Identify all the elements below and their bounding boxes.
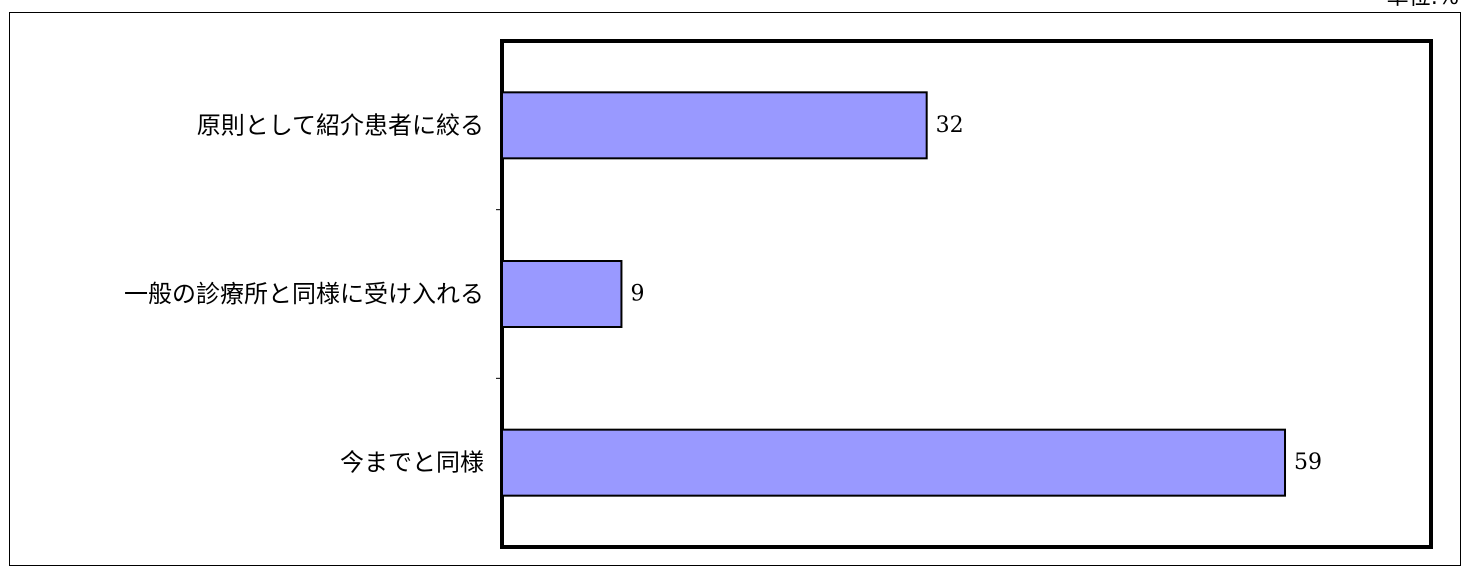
data-label: 9 [630, 282, 644, 307]
category-label: 今までと同様 [340, 449, 484, 477]
unit-note: 単位:% [1387, 0, 1459, 10]
data-label: 32 [936, 113, 964, 138]
bar [501, 260, 623, 328]
category-label: 原則として紹介患者に絞る [197, 111, 484, 139]
chart-frame [9, 12, 1461, 566]
bar [501, 428, 1287, 497]
bar [501, 91, 928, 160]
category-label: 一般の診療所と同様に受け入れる [124, 280, 484, 308]
data-label: 59 [1294, 450, 1322, 475]
